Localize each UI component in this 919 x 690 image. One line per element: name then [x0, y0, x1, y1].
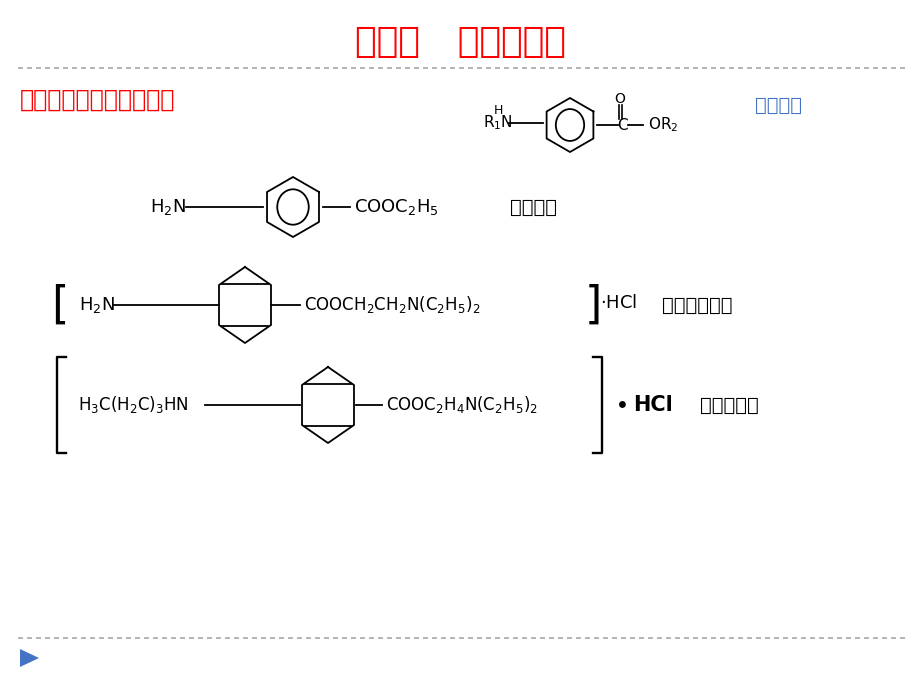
- Text: 基本结构: 基本结构: [754, 95, 801, 115]
- Text: $\mathregular{H_2N}$: $\mathregular{H_2N}$: [79, 295, 115, 315]
- Text: $\bullet$: $\bullet$: [613, 391, 626, 415]
- Text: H: H: [493, 104, 502, 117]
- Text: $\mathregular{COOC_2H_5}$: $\mathregular{COOC_2H_5}$: [354, 197, 438, 217]
- Text: $\mathregular{\cdot HCl}$: $\mathregular{\cdot HCl}$: [599, 294, 637, 312]
- Text: $\mathregular{OR_2}$: $\mathregular{OR_2}$: [647, 116, 677, 135]
- Text: $\mathregular{H_3C(H_2C)_3HN}$: $\mathregular{H_3C(H_2C)_3HN}$: [78, 395, 188, 415]
- Text: O: O: [614, 92, 625, 106]
- Text: $\mathregular{H_2N}$: $\mathregular{H_2N}$: [150, 197, 186, 217]
- Text: 第一节   芳胺类药物: 第一节 芳胺类药物: [354, 25, 565, 59]
- Text: 苯佐卡因: 苯佐卡因: [509, 197, 556, 217]
- Text: HCl: HCl: [632, 395, 672, 415]
- Text: [: [: [51, 284, 69, 326]
- Text: 盐酸丁卡因: 盐酸丁卡因: [699, 395, 758, 415]
- Text: 盐酸普鲁卡因: 盐酸普鲁卡因: [662, 295, 732, 315]
- Text: （一）对氨基苯甲酸酯类: （一）对氨基苯甲酸酯类: [20, 88, 176, 112]
- Text: ]: ]: [584, 284, 601, 326]
- Text: $\mathregular{COOCH_2CH_2N(C_2H_5)_2}$: $\mathregular{COOCH_2CH_2N(C_2H_5)_2}$: [303, 295, 480, 315]
- Text: $\mathregular{R_1N}$: $\mathregular{R_1N}$: [482, 114, 513, 132]
- Text: $\mathregular{COOC_2H_4N(C_2H_5)_2}$: $\mathregular{COOC_2H_4N(C_2H_5)_2}$: [386, 395, 538, 415]
- Polygon shape: [20, 649, 39, 667]
- Text: C: C: [616, 117, 627, 132]
